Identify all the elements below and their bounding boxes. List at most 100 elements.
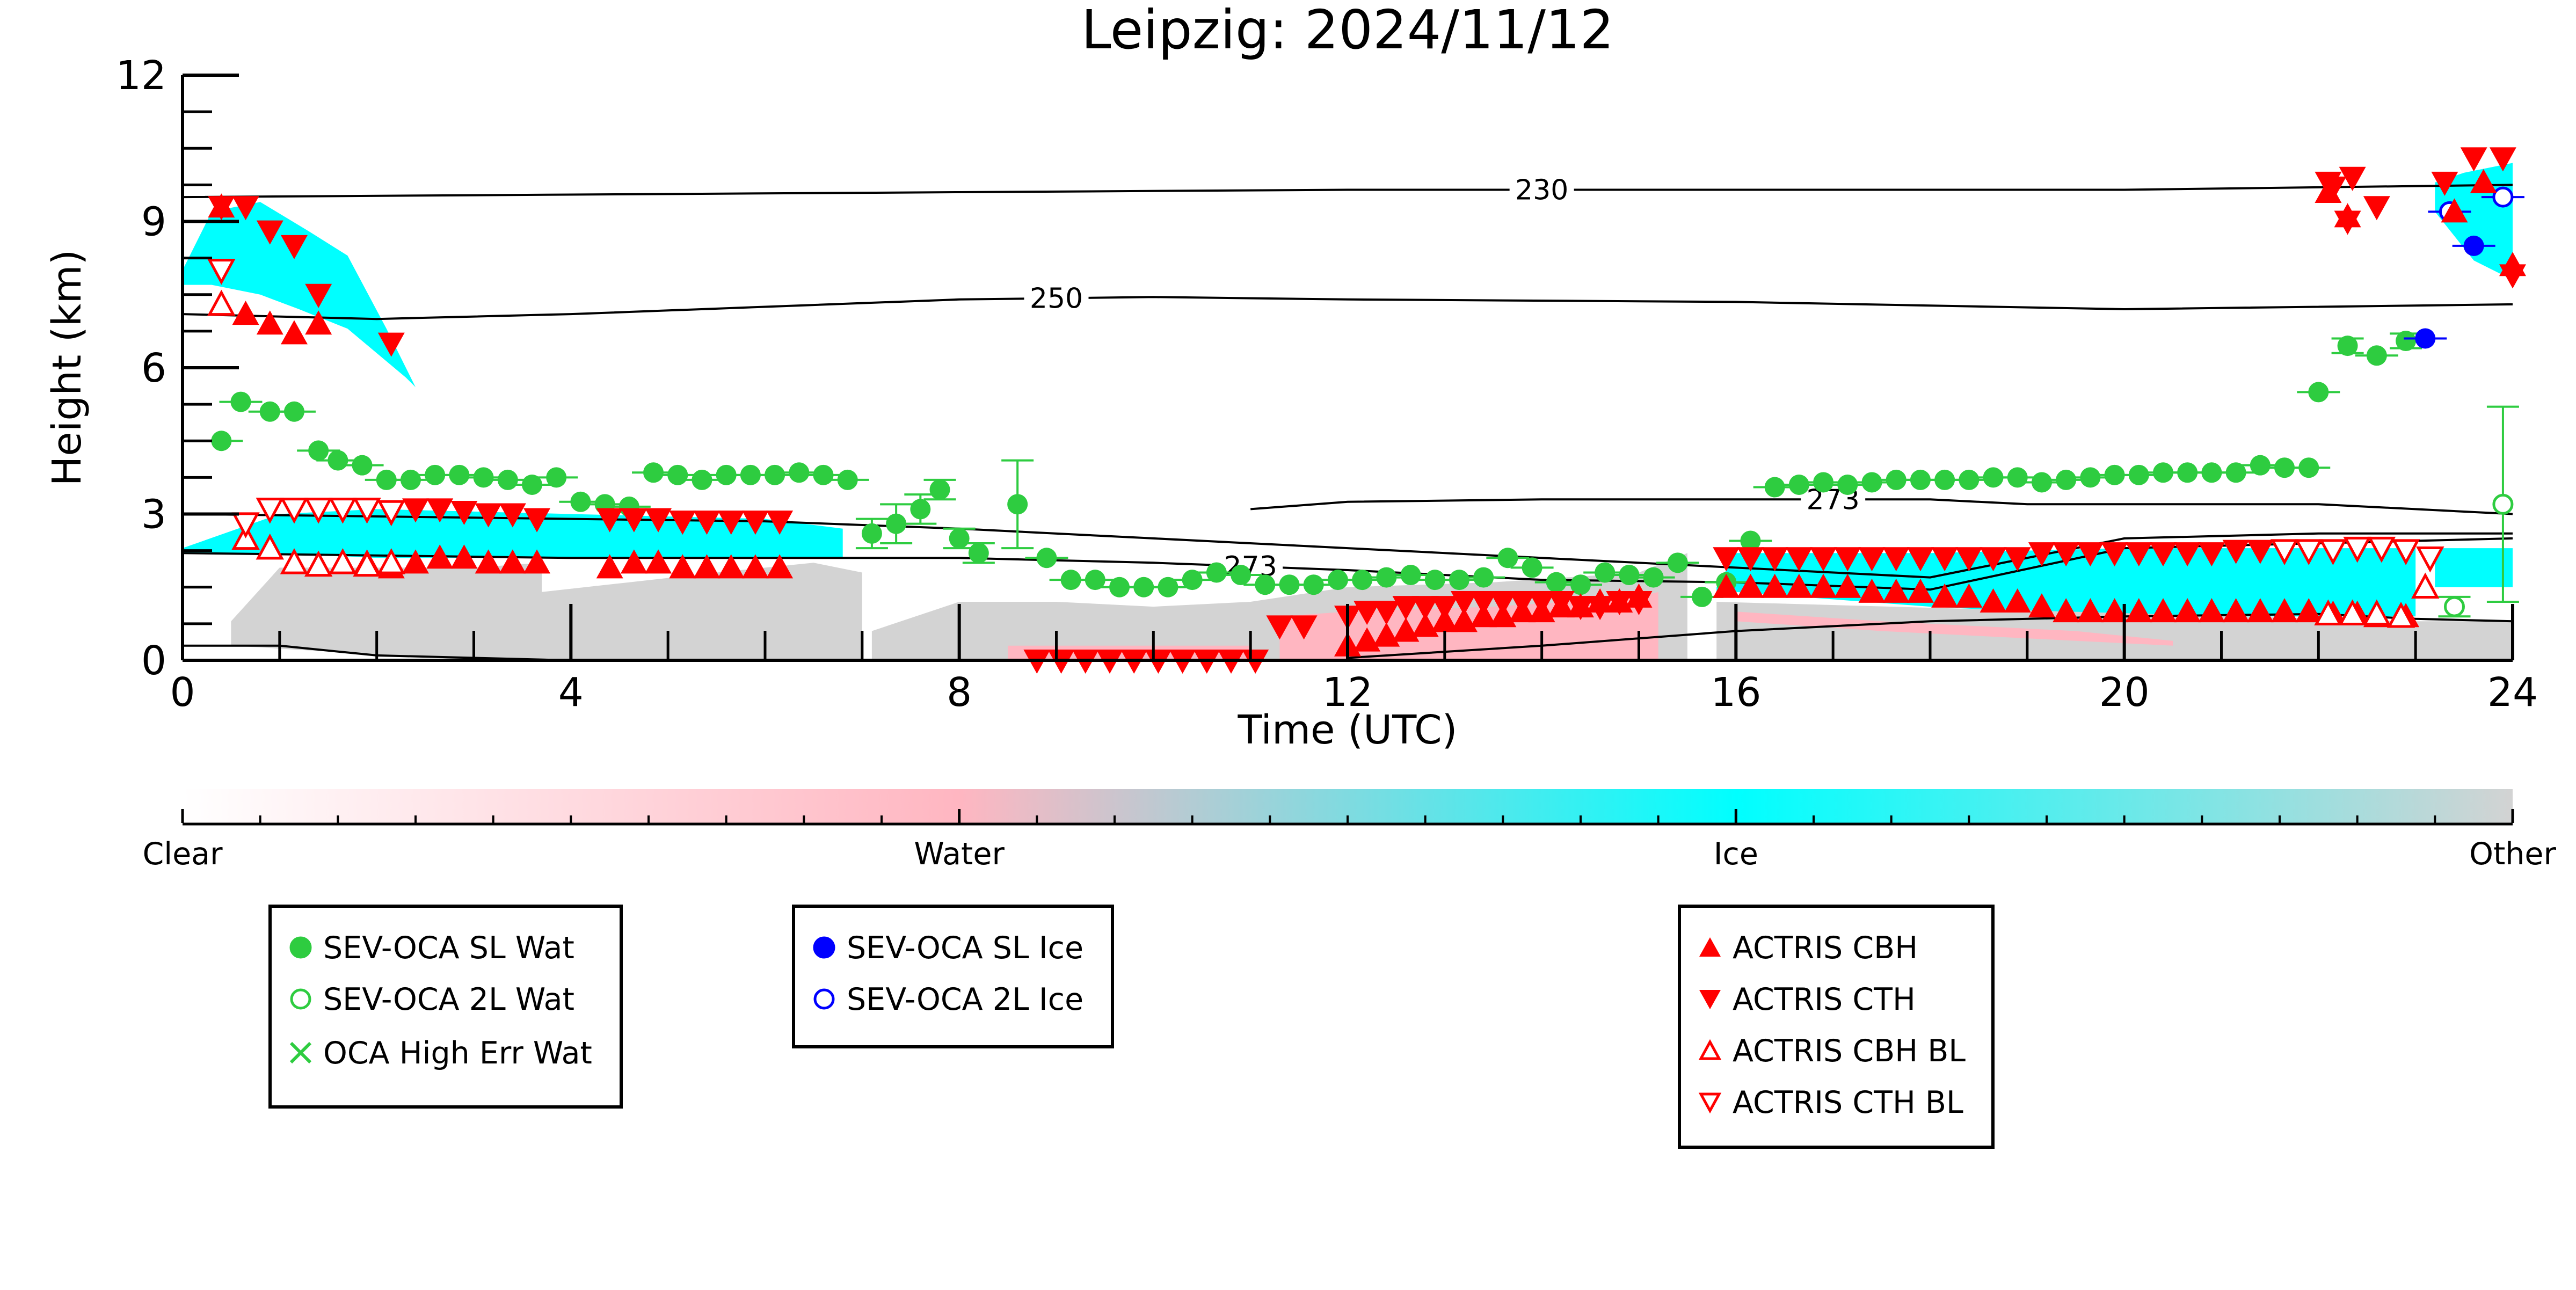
data-point <box>886 513 907 534</box>
data-point <box>570 491 591 512</box>
y-tick-label: 6 <box>141 345 166 391</box>
data-point <box>2441 198 2468 223</box>
data-point <box>1036 548 1057 569</box>
data-point <box>1619 565 1640 586</box>
data-point <box>2004 547 2031 572</box>
data-point <box>1451 591 1478 615</box>
legend-label: SEV-OCA 2L Wat <box>323 982 574 1017</box>
data-point <box>2362 599 2391 625</box>
data-point <box>208 196 235 221</box>
data-point <box>2298 457 2319 478</box>
data-point <box>1266 615 1293 640</box>
data-point <box>2080 467 2101 488</box>
data-point <box>232 301 259 325</box>
data-point <box>1810 573 1837 598</box>
data-point <box>280 498 309 524</box>
x-tick-label: 20 <box>2099 669 2150 716</box>
data-point <box>1761 573 1788 598</box>
data-point <box>2391 539 2420 565</box>
data-point <box>1182 570 1203 591</box>
data-point <box>475 503 502 528</box>
data-point <box>1931 547 1959 572</box>
data-point <box>1290 615 1318 640</box>
data-point <box>1785 573 1813 598</box>
data-point <box>2250 455 2271 476</box>
data-point <box>968 543 989 564</box>
data-point <box>741 554 769 579</box>
data-point <box>1740 530 1761 551</box>
data-point <box>2201 462 2222 483</box>
data-point <box>2319 539 2347 565</box>
data-point <box>1587 596 1614 621</box>
data-point <box>1376 567 1397 588</box>
legend-label: ACTRIS CBH BL <box>1733 1033 1966 1069</box>
data-point <box>949 528 970 549</box>
cloud-phase-layer <box>183 163 2513 660</box>
data-point <box>1489 591 1517 615</box>
isotherm-line <box>183 644 668 660</box>
data-point <box>693 554 721 579</box>
data-point <box>305 283 332 308</box>
data-point <box>2386 601 2415 628</box>
data-point <box>256 310 283 335</box>
data-point <box>1231 565 1251 586</box>
colorbar-tick-label: Ice <box>1714 836 1758 872</box>
data-point <box>2460 147 2487 172</box>
data-point <box>669 554 696 579</box>
axes-layer: 0 3 6 9 12 0 4 8 12 16 20 24 <box>116 53 2538 716</box>
data-point <box>1606 591 1633 615</box>
data-point <box>499 549 526 574</box>
data-point <box>692 469 712 490</box>
data-point <box>473 467 494 488</box>
data-point <box>2338 599 2367 625</box>
data-point <box>2337 336 2358 356</box>
data-point <box>2470 169 2497 193</box>
isotherm-line <box>183 296 2513 320</box>
open-circle-marker-icon <box>290 988 311 1010</box>
data-point <box>2053 598 2080 623</box>
x-tick-label: 8 <box>947 669 972 716</box>
data-point <box>1692 586 1713 607</box>
data-point <box>1509 591 1536 615</box>
data-point <box>328 450 348 471</box>
isotherm-line <box>1250 498 2513 515</box>
legend-label: SEV-OCA SL Wat <box>323 930 574 966</box>
data-point <box>667 464 688 485</box>
data-point <box>2489 147 2516 172</box>
data-point <box>280 320 308 345</box>
data-point <box>1522 557 1542 578</box>
data-point <box>2308 382 2329 403</box>
data-point <box>1279 574 1300 595</box>
cloud-region-other <box>231 563 862 660</box>
data-point <box>1886 469 1906 490</box>
data-point <box>740 464 761 485</box>
data-point <box>280 235 308 259</box>
data-point <box>1834 573 1861 598</box>
data-point <box>741 511 769 535</box>
data-point <box>1910 469 1931 490</box>
data-point <box>2007 467 2028 488</box>
data-point <box>1327 570 1348 591</box>
data-point <box>1595 562 1616 583</box>
data-point <box>645 508 672 533</box>
data-point <box>2416 546 2444 573</box>
data-point <box>717 554 745 579</box>
data-point <box>2031 472 2052 493</box>
legend-label: SEV-OCA 2L Ice <box>847 982 1084 1017</box>
marker-layer <box>200 147 2526 674</box>
data-point <box>2077 598 2104 623</box>
y-tick-label: 3 <box>141 492 166 538</box>
y-axis-label: Height (km) <box>44 250 90 486</box>
data-point <box>1713 547 1740 572</box>
data-point <box>1060 570 1081 591</box>
isotherm-label-background <box>1024 282 1089 312</box>
data-point <box>1980 547 2007 572</box>
data-point <box>402 498 429 523</box>
data-point <box>1837 475 1858 495</box>
data-point <box>861 523 882 544</box>
data-point <box>1882 547 1910 572</box>
data-point <box>1882 578 1910 603</box>
isotherm-line <box>183 513 2513 579</box>
data-point <box>1834 547 1861 572</box>
